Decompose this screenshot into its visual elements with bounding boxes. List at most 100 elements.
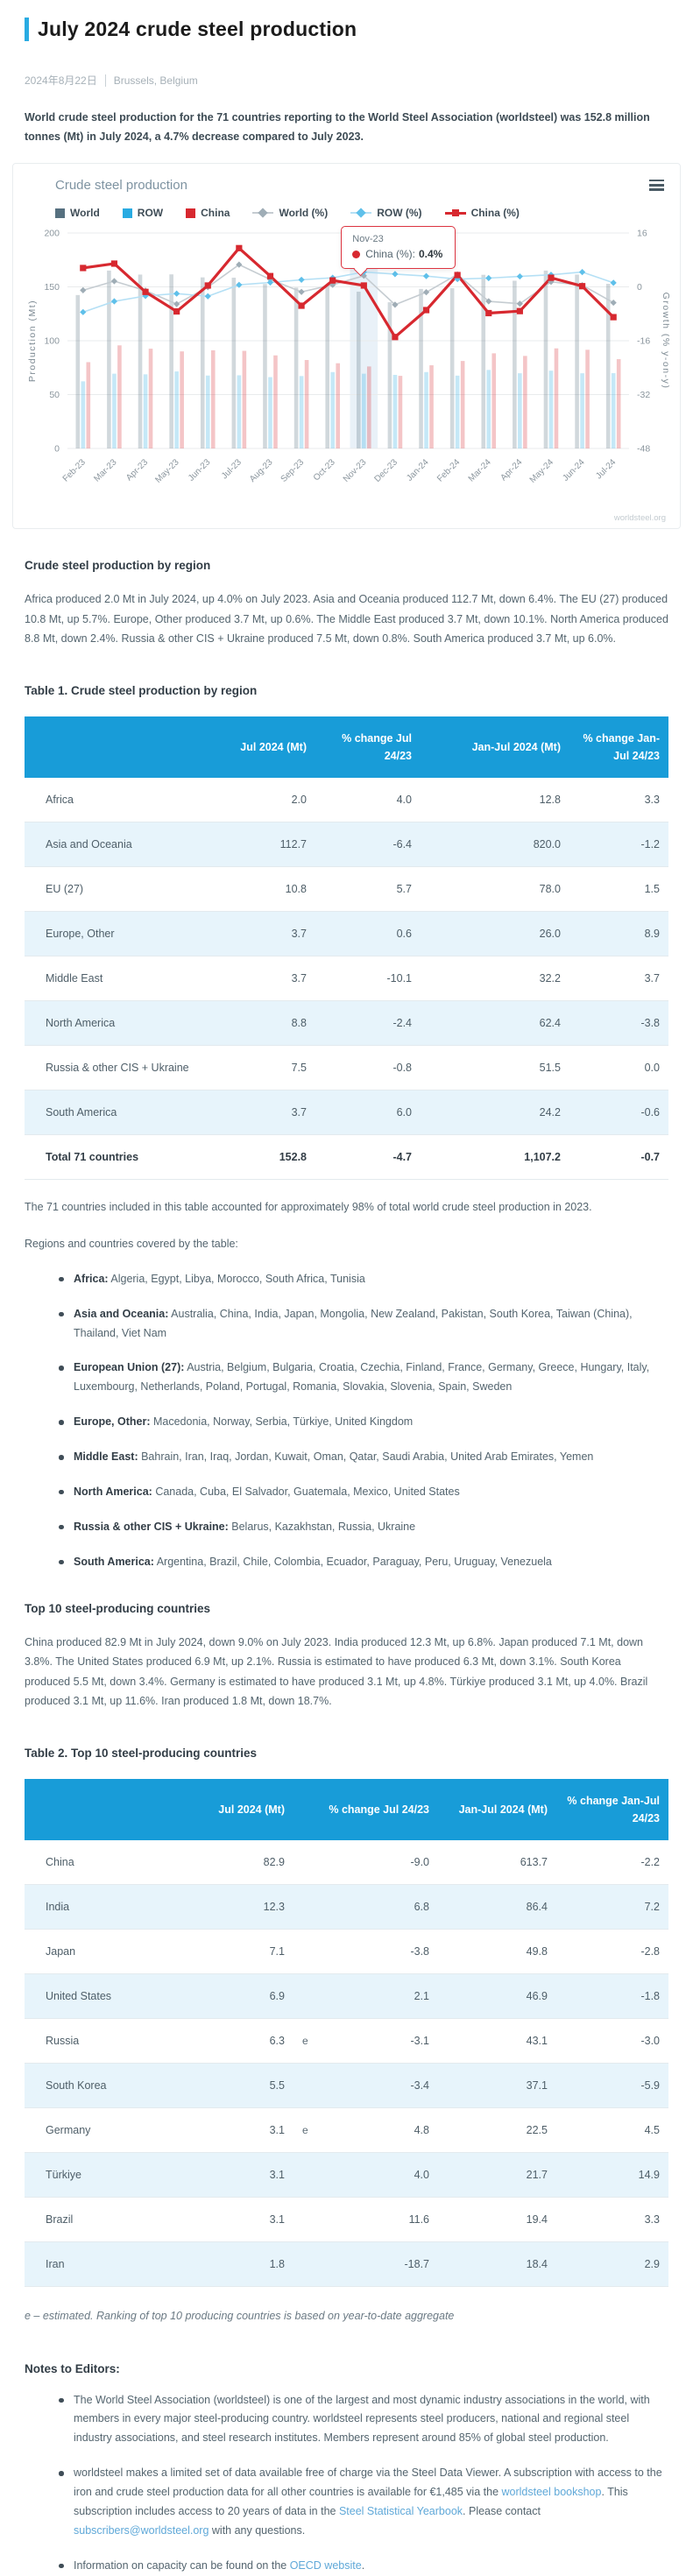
region-list-item: Middle East: Bahrain, Iran, Iraq, Jordan… — [59, 1448, 668, 1467]
chart-tooltip: Nov-23 China (%): 0.4% — [341, 226, 456, 277]
svg-text:16: 16 — [637, 229, 647, 239]
country-name-cell: Brazil — [25, 2197, 213, 2242]
value-cell: 3.1 — [213, 2197, 293, 2242]
value-cell: 4.8 — [293, 2107, 438, 2153]
chart-title: Crude steel production — [55, 177, 187, 193]
legend-item-china[interactable]: China — [186, 207, 230, 219]
legend-swatch-square — [186, 208, 196, 218]
chart-plot-area[interactable]: 0 -48 50 -32 100 -16 150 0 200 16 Feb-23 Mar-23 Apr-… — [25, 224, 671, 507]
value-cell: 19.4 — [438, 2197, 556, 2242]
table-row: Türkiye 3.1 4.0 21.7 14.9 — [25, 2152, 668, 2198]
region-name-cell: Russia & other CIS + Ukraine — [25, 1045, 235, 1090]
inline-link[interactable]: OECD website — [289, 2558, 362, 2572]
value-cell: 51.5 — [421, 1045, 569, 1090]
value-cell: 32.2 — [421, 956, 569, 1001]
value-cell: 82.9 — [213, 1839, 293, 1885]
value-cell: -10.1 — [315, 956, 421, 1001]
value-cell: 6.9 — [213, 1973, 293, 2019]
table2-col-header — [25, 1778, 213, 1840]
value-cell: -0.8 — [315, 1045, 421, 1090]
region-list-label: Middle East: — [74, 1450, 138, 1464]
header: July 2024 crude steel production 2024年8月… — [25, 18, 668, 88]
value-cell: 4.0 — [293, 2152, 438, 2198]
value-cell: 6.0 — [315, 1090, 421, 1135]
svg-text:May-24: May-24 — [528, 457, 556, 485]
tooltip-value: 0.4% — [418, 248, 443, 261]
value-cell: -18.7 — [293, 2241, 438, 2287]
estimate-note: e – estimated. Ranking of top 10 produci… — [25, 2309, 455, 2322]
value-cell: 3.3 — [556, 2197, 668, 2242]
region-name-cell: Asia and Oceania — [25, 822, 235, 867]
svg-text:Jan-24: Jan-24 — [405, 457, 431, 483]
svg-text:150: 150 — [44, 282, 60, 293]
region-name-cell: Middle East — [25, 956, 235, 1001]
svg-text:Oct-23: Oct-23 — [312, 457, 337, 483]
notes-list: The World Steel Association (worldsteel)… — [25, 2391, 668, 2576]
legend-item-row[interactable]: ROW — [122, 207, 163, 219]
hamburger-menu-icon[interactable] — [649, 178, 664, 194]
value-cell: 62.4 — [421, 1000, 569, 1046]
region-name-cell: Europe, Other — [25, 911, 235, 956]
region-list-label: South America: — [74, 1555, 154, 1568]
regions-list-intro: Regions and countries covered by the tab… — [25, 1238, 238, 1251]
table-row: Africa 2.0 4.0 12.8 3.3 — [25, 777, 668, 822]
svg-text:Apr-23: Apr-23 — [124, 457, 150, 483]
legend-swatch-line-marker — [350, 208, 372, 218]
value-cell: 0.6 — [315, 911, 421, 956]
svg-text:100: 100 — [44, 336, 60, 347]
inline-link[interactable]: worldsteel bookshop — [501, 2486, 602, 2499]
value-cell: -1.2 — [569, 822, 668, 867]
table-row: China 82.9 -9.0 613.7 -2.2 — [25, 1839, 668, 1885]
legend-swatch-square — [55, 208, 65, 218]
value-cell: -3.8 — [293, 1929, 438, 1974]
table-total-row: Total 71 countries 152.8 -4.7 1,107.2 -0.7 — [25, 1134, 668, 1180]
value-cell: 112.7 — [235, 822, 315, 867]
table1-header: Jul 2024 (Mt)% change Jul 24/23 Jan-Jul 2… — [25, 716, 668, 778]
page-title: July 2024 crude steel production — [38, 18, 357, 40]
tooltip-series-dot — [352, 250, 361, 258]
legend-item-row-[interactable]: ROW (%) — [350, 207, 422, 219]
table2-body: China 82.9 -9.0 613.7 -2.2 India 12.3 6.8 86.4 7.… — [25, 1839, 668, 2287]
region-list-label: North America: — [74, 1485, 152, 1498]
value-cell: 14.9 — [556, 2152, 668, 2198]
region-production-table: Jul 2024 (Mt)% change Jul 24/23 Jan-Jul 2… — [25, 716, 668, 1180]
svg-text:Apr-24: Apr-24 — [499, 457, 524, 483]
table-row: Asia and Oceania 112.7 -6.4 820.0 -1.2 — [25, 822, 668, 867]
legend-item-world-[interactable]: World (%) — [252, 207, 328, 219]
value-cell: 86.4 — [438, 1884, 556, 1930]
region-list-label: European Union (27): — [74, 1361, 185, 1374]
intro-paragraph: World crude steel production for the 71 … — [25, 111, 650, 143]
region-name-cell: EU (27) — [25, 866, 235, 912]
table-row: Iran 1.8 -18.7 18.4 2.9 — [25, 2241, 668, 2287]
country-name-cell: Iran — [25, 2241, 213, 2287]
table2-col-header: % change Jul 24/23 — [293, 1778, 438, 1840]
section-heading-region: Crude steel production by region — [25, 559, 211, 573]
inline-link[interactable]: subscribers@worldsteel.org — [74, 2523, 209, 2537]
legend-item-world[interactable]: World — [55, 207, 100, 219]
value-cell: 3.1 — [213, 2152, 293, 2198]
section-heading-top10: Top 10 steel-producing countries — [25, 1601, 211, 1615]
region-list-item: North America: Canada, Cuba, El Salvador… — [59, 1483, 668, 1502]
value-cell: 3.7 — [235, 1090, 315, 1135]
table2-col-header: Jul 2024 (Mt) — [213, 1778, 293, 1840]
legend-swatch-square — [122, 208, 132, 218]
value-cell: 10.8 — [235, 866, 315, 912]
value-cell: 2.1 — [293, 1973, 438, 2019]
legend-item-china-[interactable]: China (%) — [444, 207, 520, 219]
svg-text:0: 0 — [54, 444, 60, 455]
table1-col-header — [25, 716, 235, 778]
table1-col-header: Jan-Jul 2024 (Mt) — [421, 716, 569, 778]
inline-link[interactable]: Steel Statistical Yearbook — [338, 2504, 463, 2517]
value-cell: 3.7 — [235, 956, 315, 1001]
svg-text:Mar-23: Mar-23 — [92, 457, 118, 483]
table-row: Europe, Other 3.7 0.6 26.0 8.9 — [25, 911, 668, 956]
table-row: Russia 6.3 e -3.1 43.1 -3.0 — [25, 2018, 668, 2064]
value-cell: -0.6 — [569, 1090, 668, 1135]
value-cell: 1.8 — [213, 2241, 293, 2287]
value-cell: 5.5 — [213, 2063, 293, 2108]
value-cell: 12.3 — [213, 1884, 293, 1930]
svg-text:Growth (% y-on-y): Growth (% y-on-y) — [661, 293, 669, 390]
region-list-item: South America: Argentina, Brazil, Chile,… — [59, 1553, 668, 1572]
value-cell: 4.0 — [315, 777, 421, 822]
